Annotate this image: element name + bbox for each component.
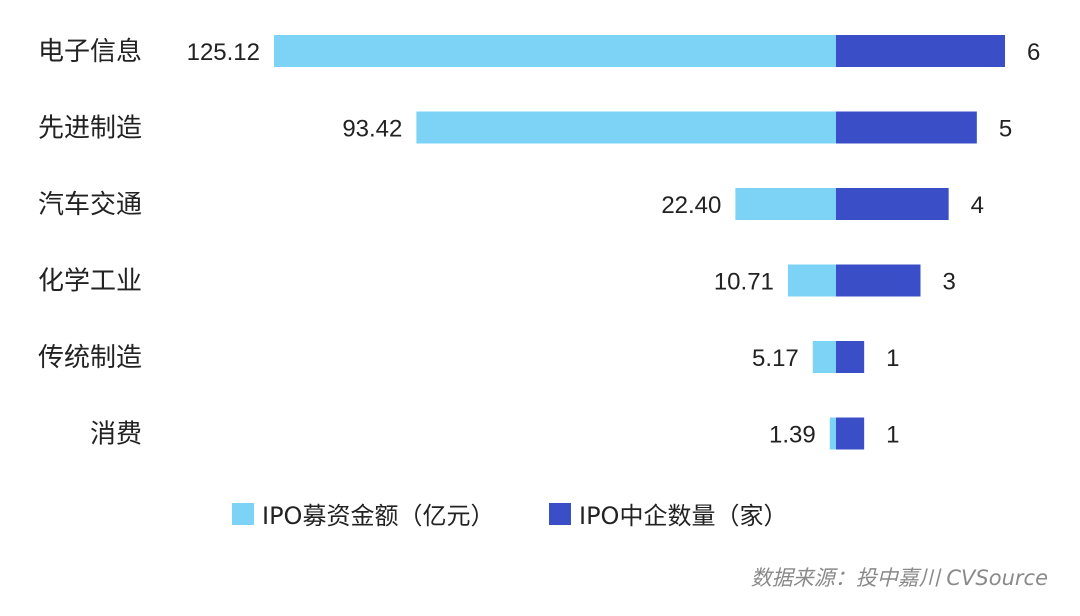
bar-amount-5 bbox=[829, 417, 836, 450]
legend: IPO募资金额（亿元） IPO中企数量（家） bbox=[232, 502, 787, 530]
legend-label-count: IPO中企数量（家） bbox=[579, 502, 787, 530]
legend-swatch-count bbox=[549, 503, 571, 525]
source-note: 数据来源：投中嘉川 CVSource bbox=[751, 566, 1048, 590]
bar-amount-1 bbox=[416, 111, 836, 144]
value-labels: 125.12 6 93.42 5 22.40 4 10.71 3 5.17 1 1.39 1 bbox=[187, 39, 1041, 449]
bar-count-5 bbox=[836, 417, 865, 450]
bar-count-0 bbox=[836, 35, 1005, 67]
value-label-count-3: 3 bbox=[943, 269, 956, 296]
category-label-5: 消费 bbox=[90, 420, 142, 450]
bars-layer bbox=[274, 35, 1005, 450]
bar-count-2 bbox=[836, 188, 949, 220]
value-label-count-0: 6 bbox=[1027, 39, 1040, 66]
legend-swatch-amount bbox=[232, 503, 254, 525]
bar-count-1 bbox=[836, 111, 977, 144]
bar-amount-4 bbox=[812, 341, 836, 373]
value-label-amount-1: 93.42 bbox=[342, 116, 402, 143]
bar-count-4 bbox=[836, 341, 865, 373]
value-label-amount-2: 22.40 bbox=[661, 192, 721, 219]
category-label-4: 传统制造 bbox=[38, 343, 142, 373]
category-label-2: 汽车交通 bbox=[38, 190, 142, 220]
value-label-count-1: 5 bbox=[999, 116, 1012, 143]
value-label-count-5: 1 bbox=[886, 422, 899, 449]
category-label-1: 先进制造 bbox=[38, 114, 142, 144]
category-label-0: 电子信息 bbox=[38, 37, 142, 67]
category-label-3: 化学工业 bbox=[38, 267, 142, 297]
value-label-count-2: 4 bbox=[971, 192, 984, 219]
value-label-count-4: 1 bbox=[886, 345, 899, 372]
bar-amount-3 bbox=[787, 264, 836, 297]
value-label-amount-0: 125.12 bbox=[187, 39, 260, 66]
value-label-amount-3: 10.71 bbox=[714, 269, 774, 296]
bar-amount-2 bbox=[735, 188, 836, 220]
legend-label-amount: IPO募资金额（亿元） bbox=[262, 502, 494, 530]
value-label-amount-5: 1.39 bbox=[769, 422, 816, 449]
bar-count-3 bbox=[836, 264, 921, 297]
bar-amount-0 bbox=[274, 35, 836, 67]
value-label-amount-4: 5.17 bbox=[752, 345, 799, 372]
